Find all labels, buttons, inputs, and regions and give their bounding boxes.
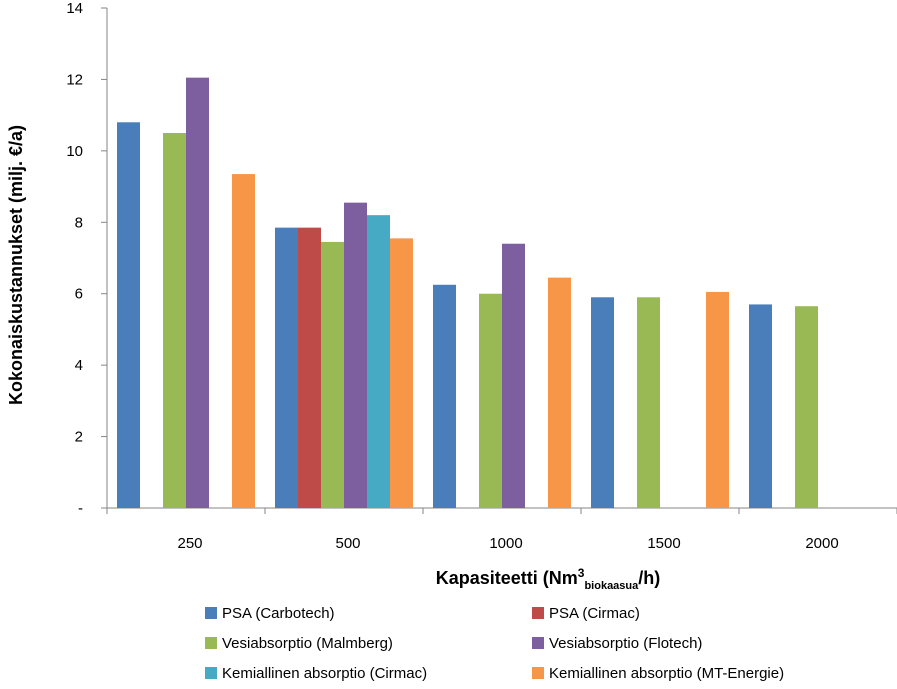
bar-psa-carbotech-2000: [749, 304, 772, 508]
legend-label: PSA (Carbotech): [222, 604, 335, 622]
bar-psa-carbotech-250: [117, 122, 140, 509]
x-tick-label: 500: [335, 535, 360, 552]
bar-kemiallinen-absorptio-mt-energie-500: [390, 238, 413, 508]
legend-item: PSA (Cirmac): [532, 605, 859, 622]
legend-swatch: [532, 607, 544, 619]
bar-psa-carbotech-1000: [433, 284, 456, 508]
bar-vesiabsorptio-malmberg-2000: [795, 306, 818, 508]
legend-swatch: [205, 667, 217, 679]
x-tick-label: 1000: [489, 535, 522, 552]
y-tick-labels: - 2 4 6 8 10 12 14: [66, 0, 83, 517]
legend-label: Vesiabsorptio (Flotech): [549, 634, 703, 652]
y-axis-title: Kokonaiskustannukset (milj. €/a): [6, 125, 26, 405]
legend-row: PSA (Carbotech) PSA (Cirmac): [205, 598, 885, 628]
x-tick-label: 2000: [805, 535, 838, 552]
bar-kemiallinen-absorptio-mt-energie-1500: [706, 291, 729, 508]
y-tick-label: 8: [75, 214, 83, 231]
x-tick-label: 250: [177, 535, 202, 552]
bar-vesiabsorptio-malmberg-250: [163, 133, 186, 508]
legend-swatch: [532, 637, 544, 649]
bar-kemiallinen-absorptio-mt-energie-250: [232, 174, 255, 509]
bar-kemiallinen-absorptio-mt-energie-1000: [548, 277, 571, 508]
x-axis-title-sup: 3: [578, 566, 585, 580]
x-tick-labels: 250 500 1000 1500 2000: [177, 535, 838, 552]
y-tick-label: 2: [75, 429, 83, 446]
bars: [117, 77, 818, 509]
bar-psa-cirmac-500: [298, 227, 321, 508]
y-tick-label: 10: [66, 143, 83, 160]
legend-row: Vesiabsorptio (Malmberg) Vesiabsorptio (F…: [205, 628, 885, 658]
bar-vesiabsorptio-flotech-250: [186, 77, 209, 509]
bar-vesiabsorptio-flotech-500: [344, 202, 367, 508]
x-axis-title-end: /h): [638, 568, 660, 588]
legend-item: Kemiallinen absorptio (Cirmac): [205, 665, 532, 682]
bar-psa-carbotech-500: [275, 227, 298, 508]
y-tick-label: 6: [75, 286, 83, 303]
legend-label: Kemiallinen absorptio (MT-Energie): [549, 664, 785, 682]
legend-item: Kemiallinen absorptio (MT-Energie): [532, 665, 859, 682]
y-tick-label: 12: [66, 71, 83, 88]
legend-item: Vesiabsorptio (Flotech): [532, 635, 859, 652]
x-tick-label: 1500: [647, 535, 680, 552]
legend-label: Vesiabsorptio (Malmberg): [222, 634, 393, 652]
legend-row: Kemiallinen absorptio (Cirmac) Kemialline…: [205, 658, 885, 688]
bar-vesiabsorptio-flotech-1000: [502, 243, 525, 508]
legend-label: Kemiallinen absorptio (Cirmac): [222, 664, 428, 682]
bar-kemiallinen-absorptio-cirmac-500: [367, 215, 390, 508]
legend-swatch: [532, 667, 544, 679]
bar-psa-carbotech-1500: [591, 297, 614, 508]
legend-label: PSA (Cirmac): [549, 604, 640, 622]
legend-swatch: [205, 637, 217, 649]
x-axis-title-sub: biokaasua: [584, 580, 639, 592]
chart: - 2 4 6 8 10 12 14 250 500 1000 1500 2000 Kokonaisk…: [6, 0, 897, 592]
bar-vesiabsorptio-malmberg-1500: [637, 297, 660, 508]
legend-item: PSA (Carbotech): [205, 605, 532, 622]
bar-vesiabsorptio-malmberg-500: [321, 241, 344, 508]
bar-vesiabsorptio-malmberg-1000: [479, 293, 502, 508]
y-tick-label: 14: [66, 0, 83, 17]
y-tick-label: 4: [75, 357, 83, 374]
y-tick-label: -: [78, 500, 83, 517]
legend-swatch: [205, 607, 217, 619]
legend-item: Vesiabsorptio (Malmberg): [205, 635, 532, 652]
x-axis-title: Kapasiteetti (Nm3biokaasua/h): [436, 566, 661, 592]
legend: PSA (Carbotech) PSA (Cirmac) Vesiabsorptio…: [205, 598, 885, 688]
x-axis-title-main: Kapasiteetti (Nm: [436, 568, 578, 588]
